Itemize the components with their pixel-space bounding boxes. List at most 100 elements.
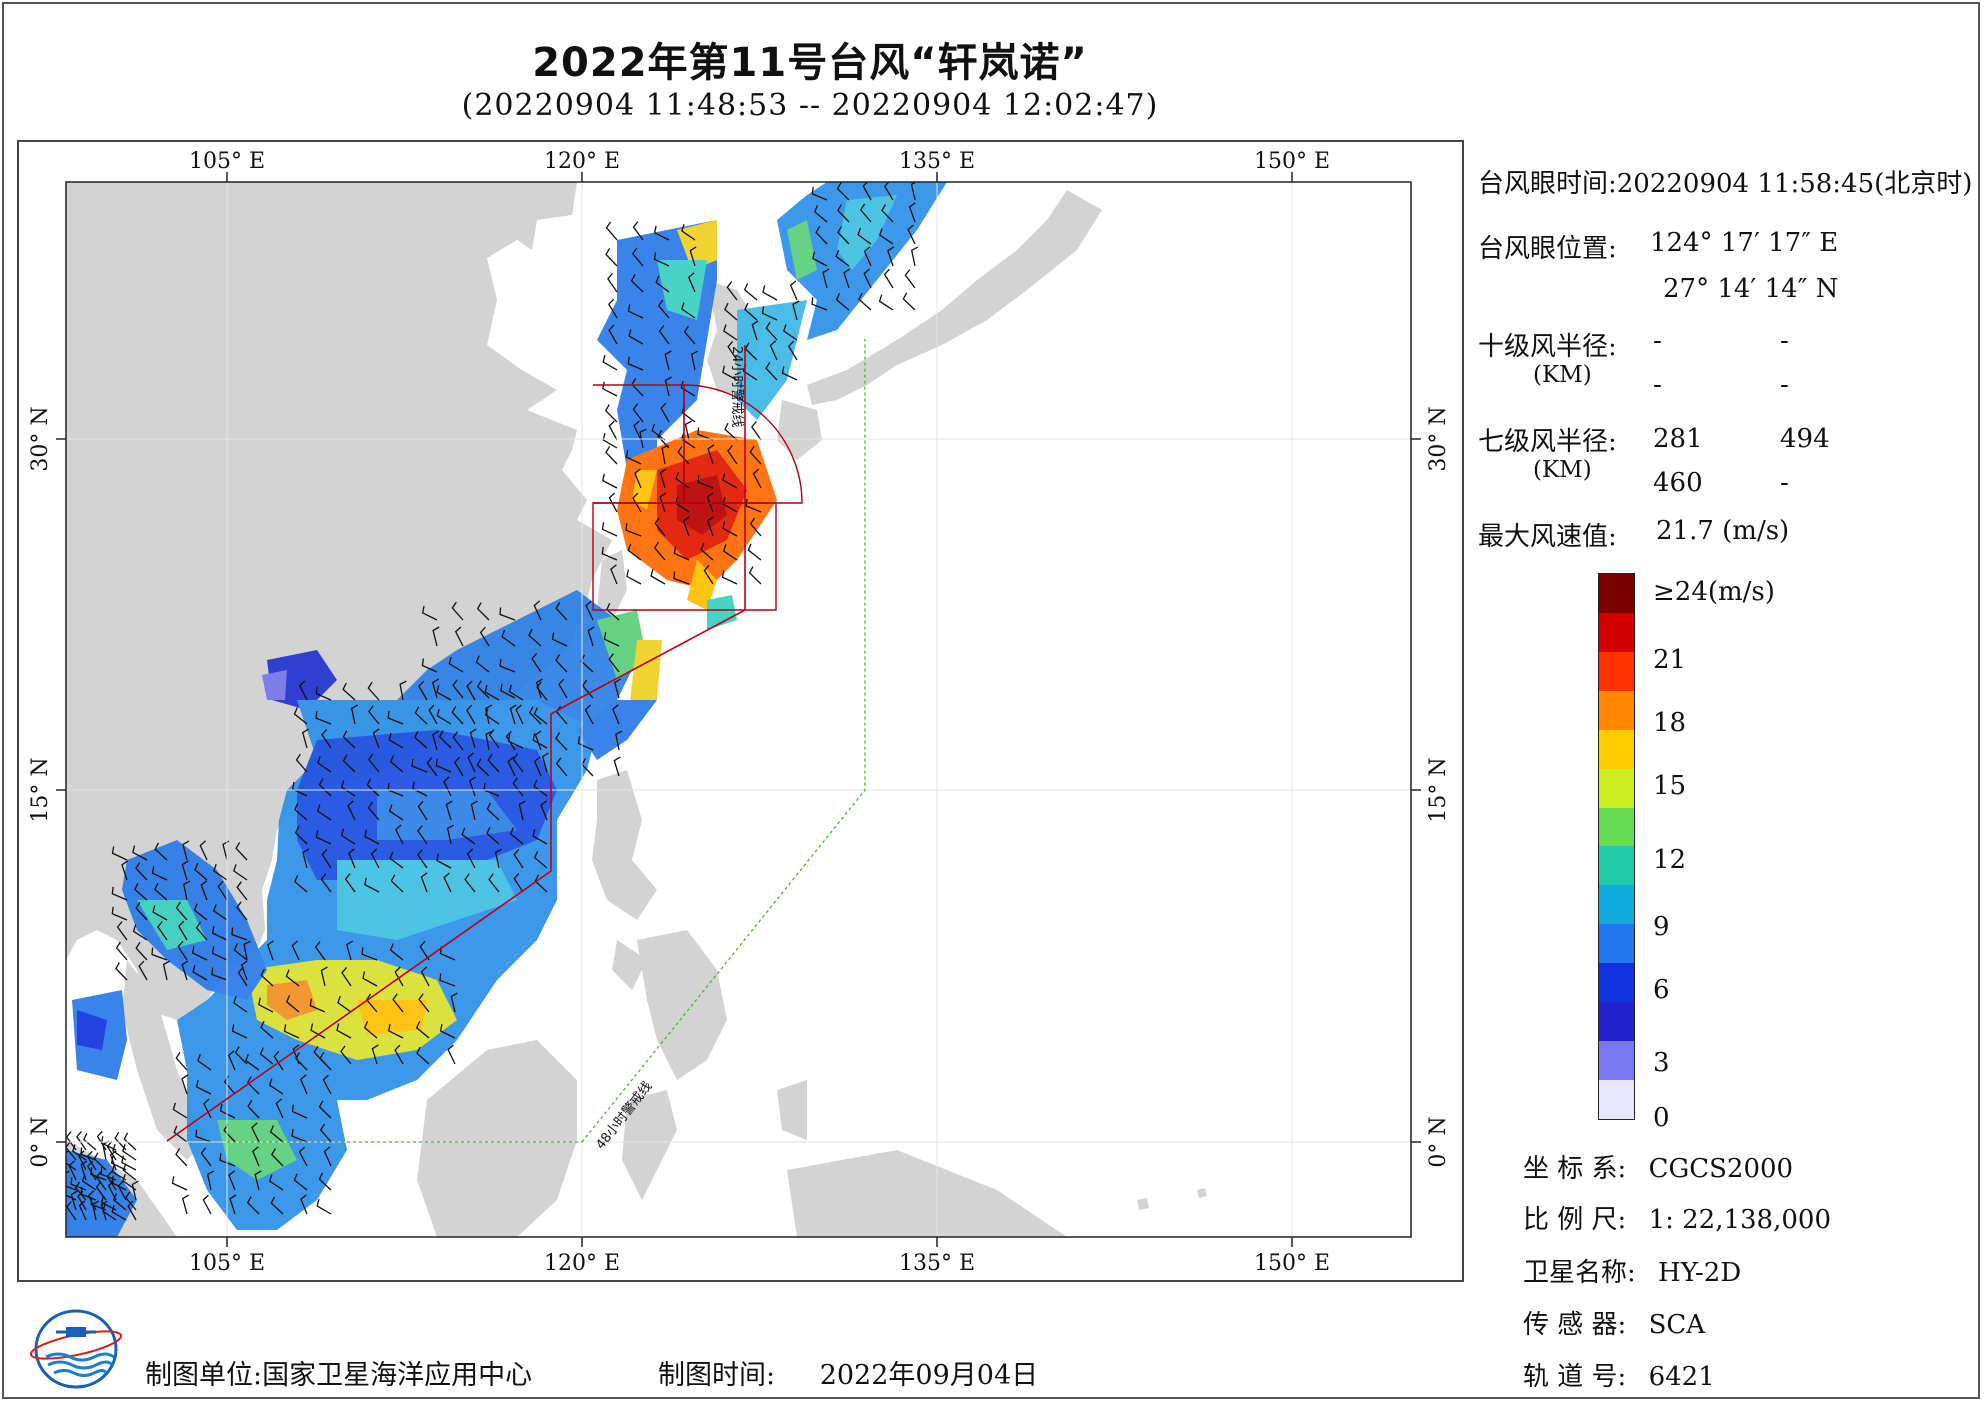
wind-barb <box>171 1176 188 1191</box>
wind-barb <box>66 1201 77 1221</box>
wind-barb <box>70 1177 87 1191</box>
colorbar <box>1598 573 1635 1120</box>
wind-barb <box>323 1146 332 1167</box>
wind-barb <box>878 294 894 311</box>
eye-time-label: 台风眼时间: <box>1478 169 1617 199</box>
wind-barb <box>191 945 208 961</box>
colorbar-segment <box>1599 1079 1634 1119</box>
japan <box>807 190 1102 405</box>
wind-barb <box>703 564 714 585</box>
wind-barb <box>863 246 872 267</box>
colorbar-segment <box>1599 651 1634 691</box>
wind-barb <box>700 542 714 561</box>
wind-barb <box>651 423 666 441</box>
wind-barb <box>260 1020 274 1039</box>
wind-barb <box>420 872 428 893</box>
wind-barb <box>761 306 778 321</box>
wind-barb <box>605 248 618 267</box>
wind-barb <box>416 1046 430 1065</box>
wind-barb <box>532 829 548 845</box>
wind-barb <box>321 848 332 869</box>
wind-field-map[interactable]: 105° E 120° E 135° E 150° E 105° E 120° … <box>17 140 1464 1282</box>
wind-barb <box>513 872 524 893</box>
orbit-row: 轨 道 号: 6421 <box>1523 1356 1715 1393</box>
warning-line-48h <box>581 339 866 1143</box>
wind-barb <box>558 678 568 699</box>
wind-barb <box>371 1044 379 1065</box>
wind-barb <box>309 998 326 1013</box>
wind-barb <box>270 1148 284 1167</box>
wind-barb <box>453 756 464 777</box>
wind-barb <box>350 704 359 725</box>
wind-barb <box>417 800 428 821</box>
wind-barb <box>228 1170 236 1191</box>
wind-barb <box>613 756 621 777</box>
wind-barb <box>320 873 332 893</box>
wind-barb <box>368 705 380 725</box>
max-wind-label: 最大风速值: <box>1478 522 1617 552</box>
wind-barb <box>157 921 168 941</box>
borneo <box>417 1040 577 1237</box>
wind-barb <box>722 497 738 513</box>
wind-barb <box>213 904 228 921</box>
wind-barb <box>206 1170 215 1191</box>
wind-barb <box>132 845 148 861</box>
wind-barb <box>123 1132 137 1151</box>
sensor-value: SCA <box>1648 1310 1706 1340</box>
wind-barb <box>74 1181 87 1201</box>
wind-barb <box>315 830 332 845</box>
wind-barb <box>859 203 872 223</box>
wind-barb <box>555 601 568 621</box>
wind-barb <box>124 1191 137 1211</box>
lon-label-top-120: 120° E <box>544 149 620 174</box>
wind-barb <box>90 1197 107 1211</box>
wind-barb <box>723 324 738 341</box>
crs-label: 坐 标 系: <box>1523 1154 1627 1184</box>
wind-barb <box>66 1185 77 1191</box>
wind-barb <box>302 848 310 869</box>
wind-barb <box>294 875 308 893</box>
wind-barb <box>707 444 715 465</box>
wind-barb <box>657 430 670 449</box>
wind-barb <box>835 249 850 267</box>
wind-barb <box>252 1146 260 1167</box>
wind-barb <box>135 941 148 961</box>
wind-barb <box>291 1129 308 1143</box>
wind-barb <box>111 886 128 901</box>
wind-barb <box>749 517 762 537</box>
graticule <box>66 182 1411 1237</box>
wind-barb <box>769 340 778 361</box>
wind-barb <box>722 521 738 537</box>
wind-barb <box>515 704 524 725</box>
wind-barb <box>135 901 148 921</box>
wind-barb <box>175 901 188 921</box>
wind-barb <box>469 728 477 749</box>
wind-barb <box>747 543 762 561</box>
wind-barb <box>419 940 430 961</box>
wind-barb <box>555 705 568 725</box>
wind-barb <box>681 224 696 241</box>
wind-barb <box>585 600 594 621</box>
wind-barb <box>392 993 404 1013</box>
satellite-label: 卫星名称: <box>1523 1258 1636 1288</box>
wind-barb <box>608 653 620 673</box>
wind-barb <box>887 246 895 267</box>
wind-barb <box>340 780 356 797</box>
wind-barb <box>259 1047 274 1065</box>
wind-barb <box>555 654 568 673</box>
wind-barb <box>625 450 642 465</box>
wind-barb <box>499 607 516 621</box>
wind-barb <box>908 202 916 223</box>
wind-barb <box>421 605 438 621</box>
wind-barb <box>245 1053 260 1071</box>
wind-barb <box>131 1180 139 1201</box>
wind-barb <box>630 274 644 293</box>
wind-barb <box>348 848 356 869</box>
asia-mainland <box>66 182 612 1020</box>
wind-barb <box>77 1150 87 1171</box>
wind-barb <box>466 680 476 701</box>
wind-barb <box>452 731 464 751</box>
wind-barb <box>448 656 464 673</box>
scale-label: 比 例 尺: <box>1523 1205 1627 1235</box>
wind-barb <box>247 1099 260 1119</box>
